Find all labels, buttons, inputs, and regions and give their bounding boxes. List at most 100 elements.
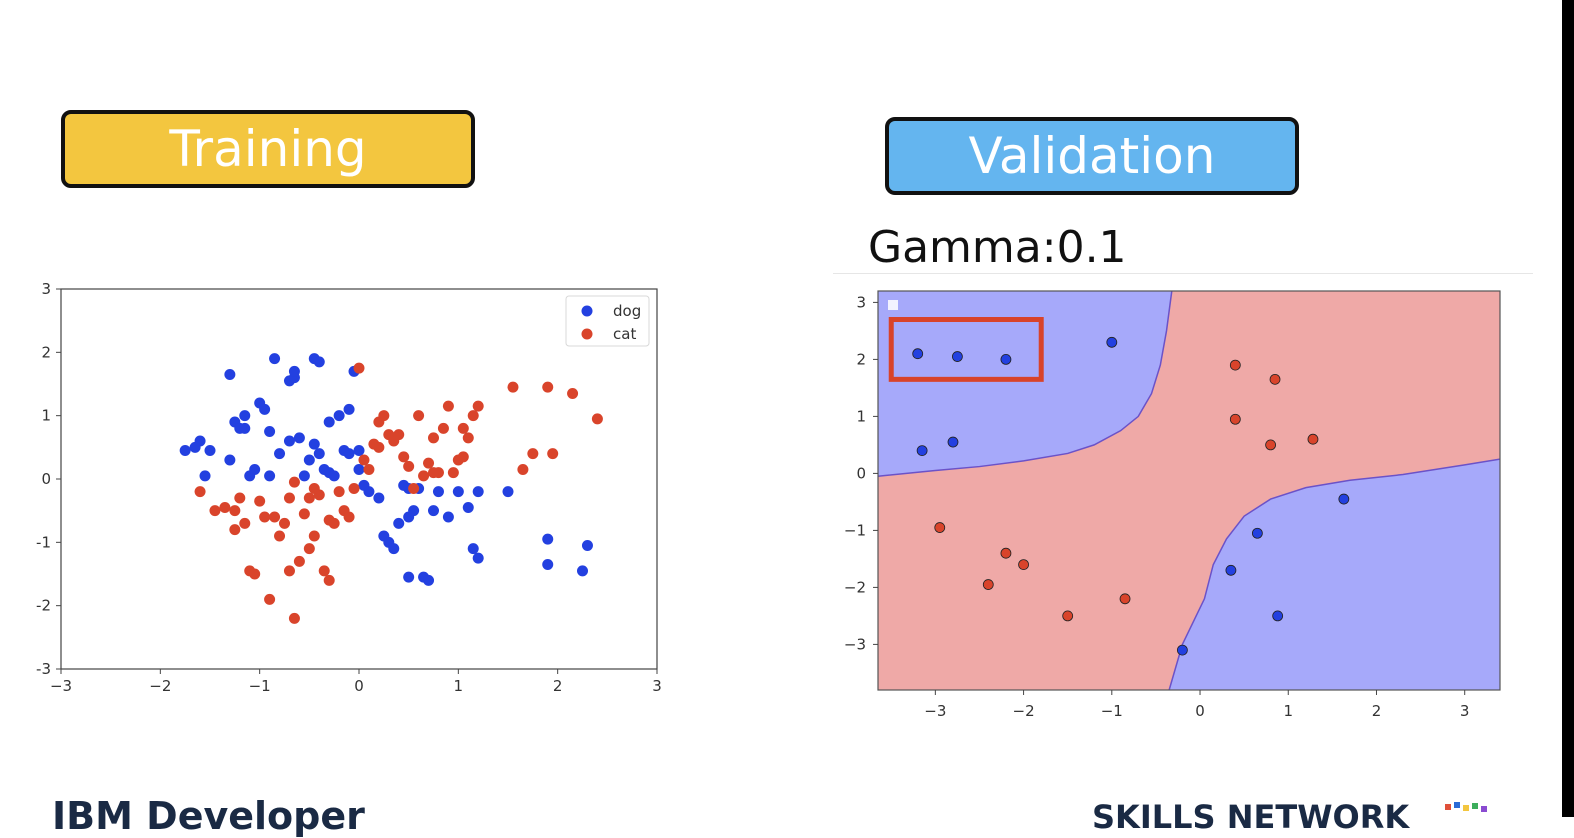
footer-ibm-developer: IBM Developer xyxy=(52,794,365,838)
x-tick-label: 3 xyxy=(1460,702,1470,720)
series-cat xyxy=(194,362,603,624)
cat-point xyxy=(254,495,266,507)
dog-point xyxy=(323,416,335,428)
dog-point xyxy=(259,403,271,415)
cat-point xyxy=(1229,359,1241,371)
legend-label-dog: dog xyxy=(613,302,641,320)
x-tick-label: 0 xyxy=(354,677,364,695)
cat-point xyxy=(542,381,554,393)
y-tick-label: 3 xyxy=(856,293,866,311)
cat-point xyxy=(398,451,410,463)
cat-point xyxy=(348,483,360,494)
validation-regions xyxy=(878,291,1500,690)
cat-point xyxy=(308,483,320,494)
cat-point xyxy=(527,448,539,460)
dog-point xyxy=(408,505,420,517)
dog-point xyxy=(303,454,315,466)
dog-point xyxy=(1251,527,1263,539)
cat-point xyxy=(1269,373,1281,385)
dog-point xyxy=(423,574,435,586)
cat-point xyxy=(209,505,221,517)
cat-point xyxy=(229,524,241,536)
cat-point xyxy=(274,530,286,542)
dog-point xyxy=(1272,610,1284,622)
dog-point xyxy=(293,432,305,444)
cat-point xyxy=(303,543,315,555)
cat-point xyxy=(269,511,281,523)
dog-point xyxy=(467,543,479,555)
dog-point xyxy=(472,486,484,498)
y-tick-label: 1 xyxy=(41,407,51,425)
y-tick-label: -1 xyxy=(36,533,51,551)
footer-skills-network: SKILLS NETWORK xyxy=(1092,798,1410,836)
dog-point xyxy=(239,422,251,434)
cat-point xyxy=(279,517,290,529)
gamma-title: Gamma:0.1 xyxy=(868,222,1127,273)
cat-point xyxy=(333,486,345,498)
y-tick-label: -2 xyxy=(36,597,51,615)
dog-point xyxy=(1000,353,1012,365)
cat-point xyxy=(472,400,484,412)
legend: dog cat xyxy=(565,295,650,347)
cat-point xyxy=(408,483,420,494)
dog-point xyxy=(363,486,375,498)
validation-plot-frame xyxy=(877,290,1501,691)
x-tick-label: 2 xyxy=(553,677,563,695)
cat-point xyxy=(428,432,439,444)
x-tick-label: −1 xyxy=(1101,702,1123,720)
cat-point xyxy=(413,410,425,422)
legend-marker-dog xyxy=(581,305,593,317)
legend-stub xyxy=(888,300,898,310)
cat-point xyxy=(462,432,474,444)
cat-point xyxy=(457,422,469,434)
cat-point xyxy=(219,502,231,513)
x-tick-label: 0 xyxy=(1195,702,1205,720)
cat-point xyxy=(437,422,449,434)
cat-point xyxy=(234,492,246,504)
cat-point xyxy=(239,517,251,529)
cat-point xyxy=(1119,593,1131,605)
x-tick-label: 1 xyxy=(454,677,464,695)
cat-point xyxy=(293,555,305,567)
cat-point xyxy=(567,388,579,399)
dog-point xyxy=(947,436,959,448)
dog-point xyxy=(432,486,444,498)
dog-point xyxy=(542,559,554,570)
dog-region-lower-right xyxy=(1169,459,1500,690)
series-cat xyxy=(934,359,1319,622)
x-tick-label: 1 xyxy=(1283,702,1293,720)
training-plot-frame xyxy=(60,288,658,670)
dog-point xyxy=(403,571,415,583)
cat-point xyxy=(1062,610,1074,622)
boundary-line xyxy=(1168,458,1500,690)
cat-point xyxy=(428,467,439,479)
dog-point xyxy=(912,348,924,360)
cat-point xyxy=(517,464,529,475)
validation-label-text: Validation xyxy=(968,127,1216,185)
dog-point xyxy=(269,353,281,365)
dog-point xyxy=(343,403,355,415)
dog-region-upper-left xyxy=(878,291,1172,477)
cat-point xyxy=(457,451,469,463)
training-label: Training xyxy=(61,110,475,188)
y-tick-label: −2 xyxy=(844,578,866,596)
y-tick-label: 3 xyxy=(41,280,51,298)
dog-point xyxy=(343,448,355,460)
dog-point xyxy=(298,470,310,482)
dog-point xyxy=(333,410,345,422)
dog-point xyxy=(581,540,593,551)
cat-point xyxy=(264,593,276,605)
cat-point xyxy=(591,413,603,425)
cat-point xyxy=(447,467,459,479)
legend-label-cat: cat xyxy=(613,325,636,343)
cat-point xyxy=(1307,433,1319,445)
cat-point xyxy=(194,486,206,498)
x-tick-label: −2 xyxy=(1013,702,1035,720)
validation-decision-chart: −3 −2 −1 0 1 2 3 3 2 1 0 −1 −2 −3 xyxy=(844,290,1501,720)
dog-point xyxy=(313,356,325,368)
cat-point xyxy=(1000,547,1012,559)
x-tick-label: 2 xyxy=(1372,702,1382,720)
cat-point xyxy=(353,362,365,374)
cat-point xyxy=(283,492,295,504)
cat-point xyxy=(442,400,454,412)
